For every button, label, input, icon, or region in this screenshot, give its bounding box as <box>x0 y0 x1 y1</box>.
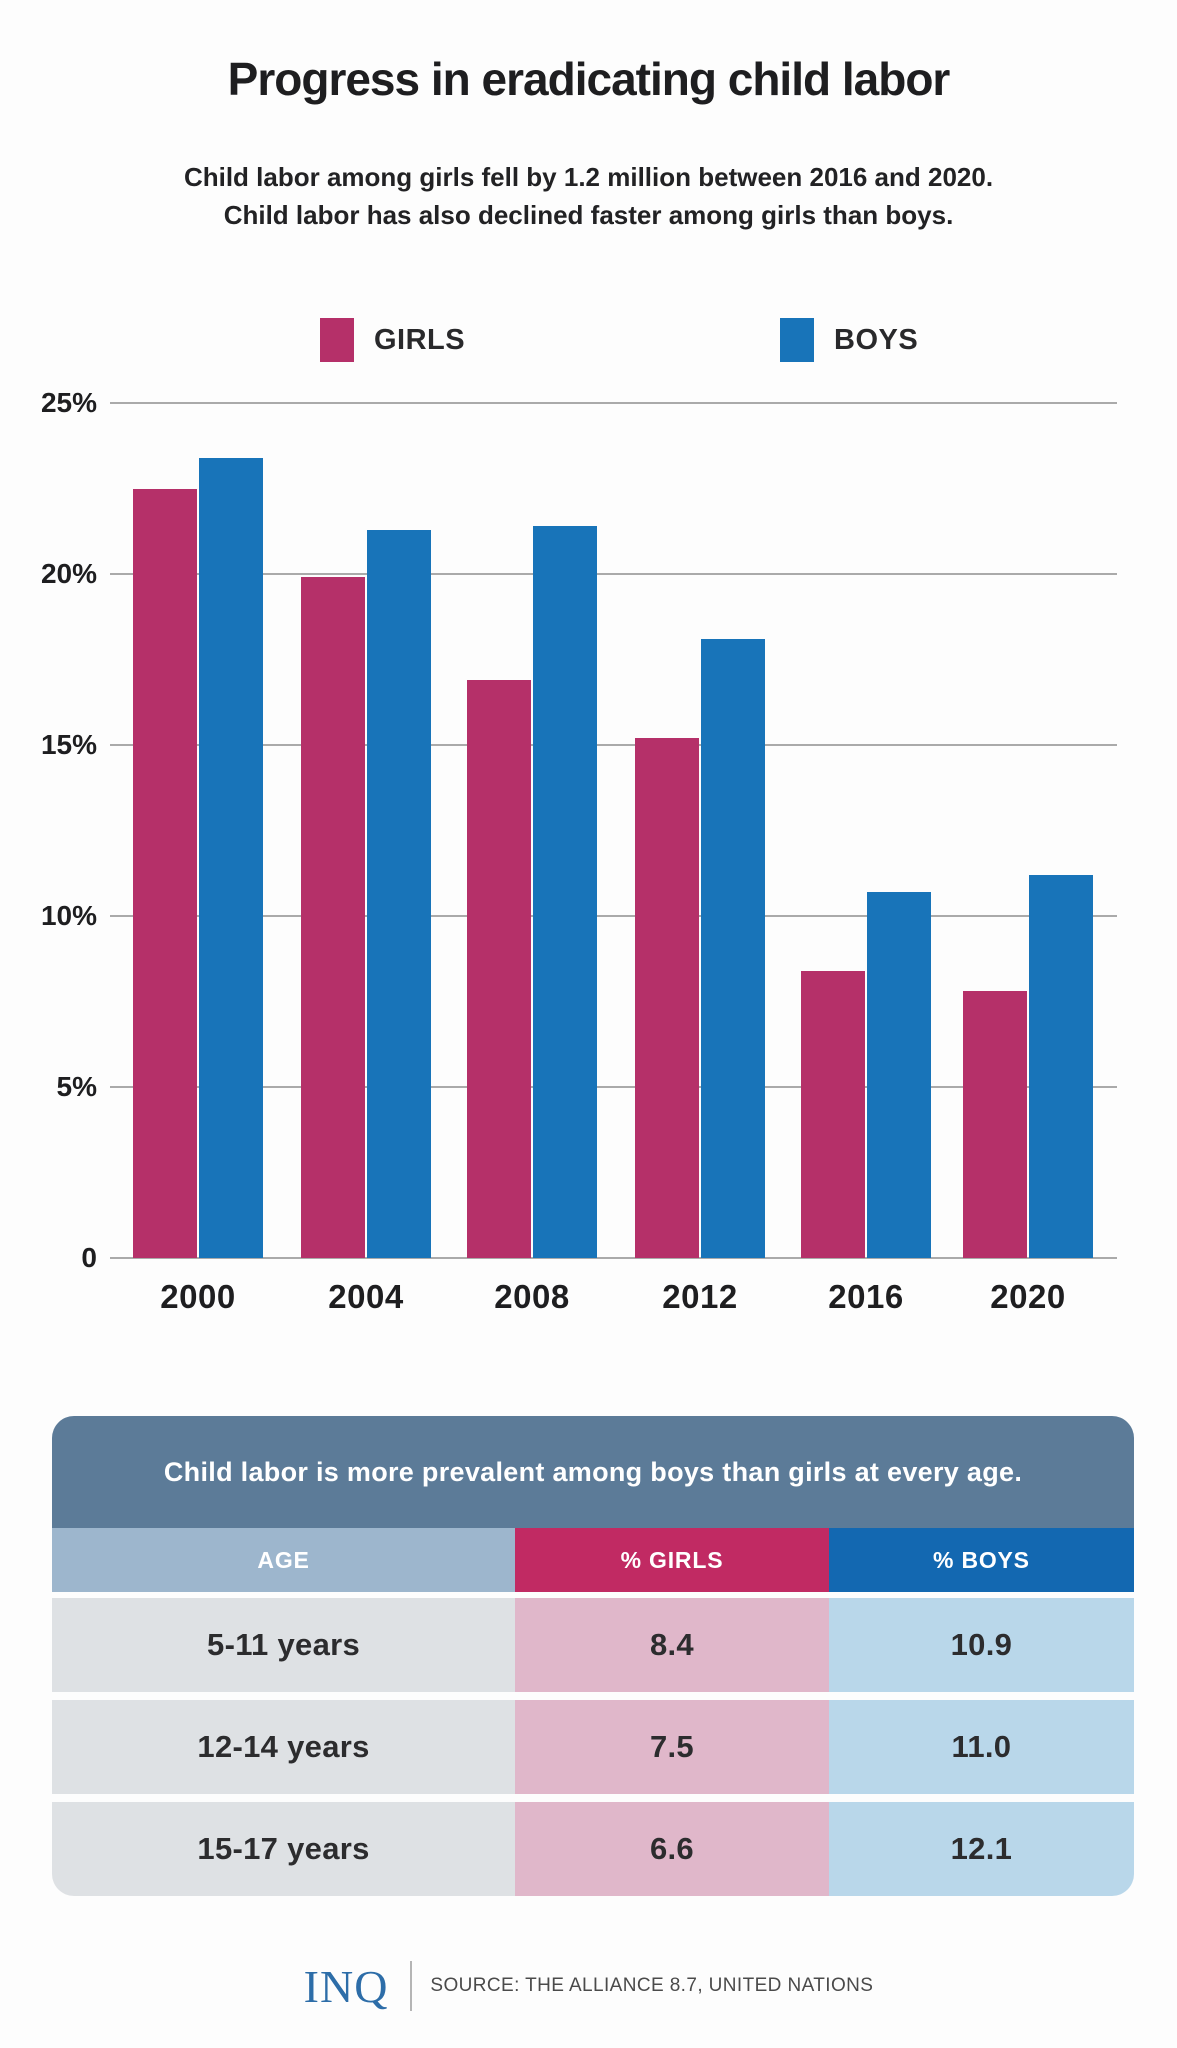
girls-cell-5-11-years: 8.4 <box>515 1598 829 1692</box>
bar-girls-2000 <box>133 488 197 1258</box>
boys-legend-swatch <box>780 318 814 362</box>
age-cell-15-17-years: 15-17 years <box>52 1802 516 1896</box>
table-row-15-17-years: 15-17 years 6.6 12.1 <box>52 1802 1134 1896</box>
table-header-row: AGE % GIRLS % BOYS <box>52 1528 1134 1592</box>
bar-girls-2012 <box>635 738 699 1258</box>
girls-legend-swatch <box>320 318 354 362</box>
bar-boys-2008 <box>533 526 597 1258</box>
table-banner: Child labor is more prevalent among boys… <box>52 1416 1134 1528</box>
girls-cell-12-14-years: 7.5 <box>515 1700 829 1794</box>
inquirer-logo: INQ <box>303 1960 389 2012</box>
bar-girls-2008 <box>467 680 531 1258</box>
source-attribution: SOURCE: THE ALLIANCE 8.7, UNITED NATIONS <box>430 1975 874 1996</box>
legend-item-girls: GIRLS <box>320 318 465 362</box>
table-row-5-11-years: 5-11 years 8.4 10.9 <box>52 1598 1134 1692</box>
age-cell-12-14-years: 12-14 years <box>52 1700 516 1794</box>
girls-cell-15-17-years: 6.6 <box>515 1802 829 1896</box>
x-axis-label-2004: 2004 <box>328 1278 404 1315</box>
gridline-25 <box>110 402 1117 404</box>
grouped-bar-chart: 25% 20% 15% 10% 5% 0 2000 2004 2008 2012 2016 2020 <box>40 387 1117 1315</box>
bar-boys-2020 <box>1029 874 1093 1258</box>
table-header-girls: % GIRLS <box>515 1528 829 1592</box>
x-axis-label-2012: 2012 <box>662 1278 738 1315</box>
bar-girls-2004 <box>301 577 365 1258</box>
table-body: 5-11 years 8.4 10.9 12-14 years 7.5 11.0 15-17… <box>52 1598 1134 1896</box>
subtitle-line-2: Child labor has also declined faster amo… <box>223 200 954 230</box>
bar-girls-2016 <box>801 970 865 1258</box>
bar-boys-2000 <box>199 457 263 1258</box>
bar-boys-2004 <box>367 529 431 1258</box>
page-title: Progress in eradicating child labor <box>227 53 951 105</box>
table-header-age: AGE <box>52 1528 516 1592</box>
bar-boys-2012 <box>701 638 765 1258</box>
y-axis-tick-15: 15% <box>40 729 97 760</box>
x-axis-label-2020: 2020 <box>990 1278 1066 1315</box>
boys-cell-15-17-years: 12.1 <box>828 1802 1134 1896</box>
x-axis-label-2008: 2008 <box>494 1278 570 1315</box>
y-axis-tick-20: 20% <box>40 558 97 589</box>
y-axis-tick-25: 25% <box>40 387 97 418</box>
x-axis-label-2016: 2016 <box>828 1278 904 1315</box>
y-axis-tick-10: 10% <box>40 900 97 931</box>
boys-cell-5-11-years: 10.9 <box>828 1598 1134 1692</box>
gridline-15 <box>110 744 1117 746</box>
y-axis-tick-5: 5% <box>56 1071 97 1102</box>
footer: INQ SOURCE: THE ALLIANCE 8.7, UNITED NAT… <box>0 1956 1177 2016</box>
gridline-20 <box>110 573 1117 575</box>
table-row-12-14-years: 12-14 years 7.5 11.0 <box>52 1700 1134 1794</box>
age-breakdown-table: Child labor is more prevalent among boys… <box>52 1416 1134 1896</box>
subtitle-line-1: Child labor among girls fell by 1.2 mill… <box>183 162 994 192</box>
boys-legend-label: BOYS <box>834 323 919 356</box>
boys-cell-12-14-years: 11.0 <box>828 1700 1134 1794</box>
girls-legend-label: GIRLS <box>374 323 466 356</box>
gridline-5 <box>110 1086 1117 1088</box>
bar-girls-2020 <box>963 991 1027 1258</box>
table-header-boys: % BOYS <box>828 1528 1134 1592</box>
gridline-0 <box>110 1257 1117 1259</box>
x-axis-label-2000: 2000 <box>160 1278 236 1315</box>
gridline-10 <box>110 915 1117 917</box>
y-axis-tick-0: 0 <box>81 1242 97 1273</box>
legend-item-boys: BOYS <box>780 318 918 362</box>
bar-boys-2016 <box>867 892 931 1258</box>
age-cell-5-11-years: 5-11 years <box>52 1598 516 1692</box>
page-subtitle: Child labor among girls fell by 1.2 mill… <box>0 158 1177 234</box>
footer-divider <box>410 1961 413 2011</box>
